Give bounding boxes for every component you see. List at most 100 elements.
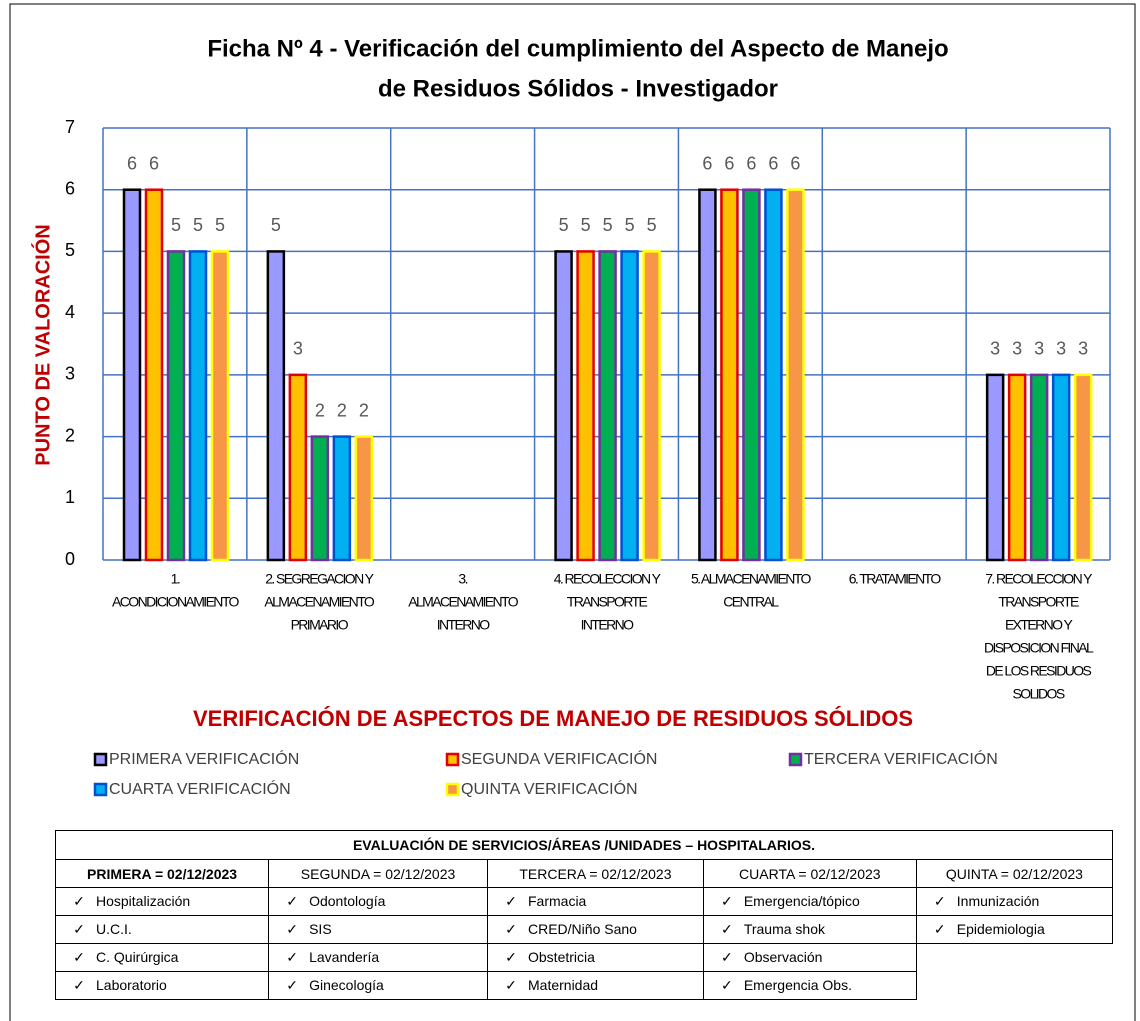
bar: [166, 250, 186, 562]
column-header: QUINTA = 02/12/2023: [915, 859, 1114, 888]
y-tick-label: 0: [65, 549, 75, 569]
bar: [210, 250, 230, 562]
legend-swatch: [788, 752, 803, 767]
bar: [332, 435, 352, 562]
bar: [310, 435, 330, 562]
legend-swatch: [445, 782, 460, 797]
x-tick-label: INTERNO: [437, 617, 491, 633]
bar: [764, 188, 783, 562]
value-label: 2: [359, 400, 369, 420]
legend-swatch: [445, 752, 460, 767]
table: EVALUACIÓN DE SERVICIOS/ÁREAS /UNIDADES …: [54, 830, 1114, 1000]
value-label: 5: [603, 215, 613, 235]
value-label: 5: [271, 215, 281, 235]
table-cell: Inmunización: [915, 887, 1114, 916]
table-cell: Emergencia Obs.: [702, 971, 917, 1000]
column-header: CUARTA = 02/12/2023: [702, 859, 917, 888]
bar: [122, 188, 142, 562]
column-header: PRIMERA = 02/12/2023: [54, 859, 270, 888]
table-cell: Hospitalización: [54, 887, 270, 916]
value-label: 6: [127, 153, 137, 173]
empty-cell: [916, 944, 1112, 972]
table-cell: Maternidad: [487, 971, 704, 1000]
y-tick-label: 1: [65, 487, 75, 507]
value-label: 5: [559, 215, 569, 235]
value-label: 6: [702, 153, 712, 173]
x-tick-label: 5. ALMACENAMIENTO: [691, 571, 812, 587]
table-cell: Farmacia: [487, 887, 704, 916]
x-tick-label: INTERNO: [581, 617, 635, 633]
x-tick-label: EXTERNO Y: [1005, 617, 1074, 633]
value-label: 3: [990, 339, 1000, 359]
y-tick-label: 5: [65, 240, 75, 260]
value-label: 3: [293, 339, 303, 359]
x-tick-label: TRANSPORTE: [998, 594, 1079, 610]
value-label: 6: [149, 153, 159, 173]
x-tick-label: TRANSPORTE: [567, 594, 648, 610]
legend-label: QUINTA VERIFICACIÓN: [461, 779, 638, 798]
y-tick-label: 3: [65, 364, 75, 384]
bar: [288, 373, 308, 562]
frame: [9, 3, 1136, 1021]
table-row: PRIMERA = 02/12/2023 SEGUNDA = 02/12/2023…: [54, 859, 1114, 888]
x-tick-label: 6. TRATAMIENTO: [849, 571, 942, 587]
bar: [144, 188, 164, 562]
bar: [598, 250, 617, 562]
bar: [1029, 373, 1049, 562]
value-label: 5: [647, 215, 657, 235]
x-axis-label: VERIFICACIÓN DE ASPECTOS DE MANEJO DE RE…: [193, 706, 913, 731]
bar: [720, 188, 739, 562]
x-tick-label: ALMACENAMIENTO: [264, 594, 375, 610]
x-tick-label: 2. SEGREGACION Y: [265, 571, 374, 587]
table-cell: C. Quirúrgica: [54, 943, 270, 972]
legend-label: SEGUNDA VERIFICACIÓN: [461, 749, 657, 768]
bar: [1073, 373, 1093, 562]
legend-label: CUARTA VERIFICACIÓN: [109, 779, 291, 798]
legend-label: PRIMERA VERIFICACIÓN: [109, 749, 299, 768]
bar: [742, 188, 761, 562]
table-cell: Laboratorio: [54, 971, 270, 1000]
value-label: 2: [315, 400, 325, 420]
bar: [1051, 373, 1071, 562]
y-tick-label: 4: [65, 302, 75, 322]
bar: [576, 250, 595, 562]
value-label: 5: [193, 215, 203, 235]
bar: [642, 250, 661, 562]
bar: [554, 250, 573, 562]
table-cell: SIS: [268, 915, 488, 944]
legend-label: TERCERA VERIFICACIÓN: [804, 749, 998, 768]
table-row: EVALUACIÓN DE SERVICIOS/ÁREAS /UNIDADES …: [55, 830, 1113, 860]
y-tick-label: 2: [65, 425, 75, 445]
table-cell: Obstetricia: [487, 943, 704, 972]
table-row: U.C.I.SISCRED/Niño SanoTrauma shokEpidem…: [54, 915, 1114, 944]
value-label: 2: [337, 400, 347, 420]
table-cell: Emergencia/tópico: [702, 887, 917, 916]
value-label: 6: [746, 153, 756, 173]
value-label: 3: [1034, 339, 1044, 359]
table-cell: Lavandería: [268, 943, 488, 972]
legend-swatch: [93, 752, 108, 767]
x-tick-label: SOLIDOS: [1013, 686, 1065, 702]
value-label: 5: [215, 215, 225, 235]
bar: [188, 250, 208, 562]
bar: [354, 435, 374, 562]
value-label: 3: [1012, 339, 1022, 359]
x-tick-label: DISPOSICION FINAL: [984, 640, 1094, 656]
legend-swatch: [93, 782, 108, 797]
column-header: TERCERA = 02/12/2023: [487, 859, 704, 888]
table-cell: Observación: [702, 943, 917, 972]
table-row: C. QuirúrgicaLavanderíaObstetriciaObserv…: [54, 943, 1113, 972]
x-tick-label: 4. RECOLECCION Y: [554, 571, 662, 587]
x-tick-label: 1.: [171, 571, 180, 587]
value-label: 6: [790, 153, 800, 173]
bar: [786, 188, 805, 562]
value-label: 5: [581, 215, 591, 235]
table-cell: U.C.I.: [54, 915, 270, 944]
value-label: 3: [1078, 339, 1088, 359]
y-axis-label: PUNTO DE VALORACIÓN: [30, 224, 54, 466]
y-tick-label: 6: [65, 178, 75, 198]
value-label: 5: [171, 215, 181, 235]
value-label: 6: [724, 153, 734, 173]
x-tick-label: 3.: [458, 571, 467, 587]
